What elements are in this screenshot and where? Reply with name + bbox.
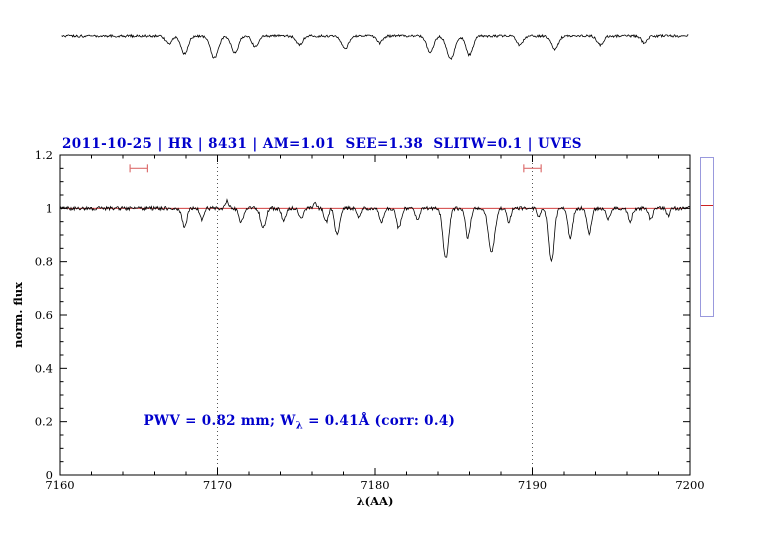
y-tick-label: 0.8: [35, 255, 53, 269]
side-gauge: [700, 157, 714, 317]
x-tick-label: 7190: [518, 478, 547, 492]
y-tick-label: 1: [46, 201, 53, 215]
plot-title: 2011-10-25 | HR | 8431 | AM=1.01 SEE=1.3…: [62, 136, 582, 152]
x-tick-label: 7160: [45, 478, 74, 492]
annotation-lambda-subscript: λ: [295, 420, 304, 432]
x-tick-label: 7180: [360, 478, 389, 492]
spectrum-trace: [59, 198, 691, 263]
y-tick-label: 0: [46, 468, 53, 482]
x-axis-label: λ(AA): [357, 494, 394, 508]
side-gauge-marker: [701, 205, 713, 207]
cropped-upper-spectrum-trace: [61, 33, 689, 60]
y-tick-label: 0.2: [35, 415, 53, 429]
y-axis-label: norm. flux: [11, 282, 25, 348]
x-tick-label: 7200: [675, 478, 704, 492]
y-tick-label: 1.2: [35, 148, 53, 162]
pwv-annotation: PWV = 0.82 mm; Wλ = 0.41Å (corr: 0.4): [143, 412, 456, 432]
x-tick-label: 7170: [203, 478, 232, 492]
y-tick-label: 0.4: [35, 361, 53, 375]
annotation-prefix: PWV = 0.82 mm; W: [143, 412, 296, 429]
annotation-suffix: = 0.41Å (corr: 0.4): [303, 412, 456, 429]
y-tick-label: 0.6: [35, 308, 53, 322]
